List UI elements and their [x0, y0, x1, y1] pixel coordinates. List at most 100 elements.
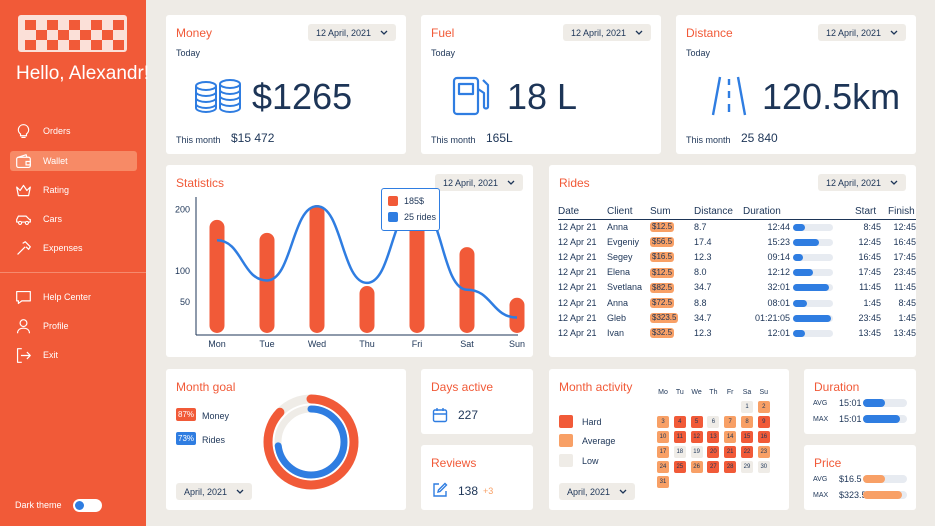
- ride-duration: 32:01: [767, 282, 790, 293]
- calendar-day[interactable]: 20: [707, 446, 720, 458]
- calendar-day[interactable]: 17: [657, 446, 669, 458]
- bar-tue[interactable]: [259, 232, 275, 333]
- ride-duration-cell: 15:23: [743, 234, 855, 249]
- calendar-day[interactable]: 24: [657, 461, 669, 473]
- nav-item-cars[interactable]: Cars: [10, 209, 137, 229]
- duration-bar: [793, 330, 833, 338]
- y-tick-label: 100: [175, 266, 190, 276]
- checker-square: [69, 20, 80, 30]
- ride-finish: 23:45: [893, 267, 916, 278]
- bar-mon[interactable]: [209, 219, 225, 333]
- calendar-day[interactable]: 25: [673, 461, 686, 473]
- calendar-day[interactable]: 22: [741, 446, 753, 458]
- calendar-day[interactable]: 5: [690, 416, 703, 428]
- dark-theme-toggle[interactable]: [73, 499, 102, 512]
- column-header[interactable]: Duration: [743, 204, 855, 220]
- column-header[interactable]: Date: [558, 204, 607, 220]
- today-label: Today: [176, 48, 201, 58]
- calendar-day[interactable]: 23: [757, 446, 770, 458]
- column-header[interactable]: Client: [607, 204, 650, 220]
- checker-square: [69, 40, 80, 50]
- nav-item-orders[interactable]: Orders: [10, 121, 137, 141]
- nav-item-expenses[interactable]: Expenses: [10, 238, 137, 258]
- bar-fri[interactable]: [409, 215, 425, 333]
- money-date-picker[interactable]: 12 April, 2021: [307, 24, 396, 41]
- table-row[interactable]: 12 Apr 21 Evgeniy $56.5 17.4 15:23 12:45 16:45: [558, 234, 916, 249]
- calendar-day[interactable]: 28: [724, 461, 737, 473]
- calendar-day[interactable]: 13: [707, 431, 720, 443]
- activity-date-picker[interactable]: April, 2021: [559, 483, 636, 500]
- ride-finish: 1:45: [898, 312, 916, 323]
- calendar-day[interactable]: 27: [707, 461, 720, 473]
- bar-sun[interactable]: [509, 297, 525, 333]
- ride-sum: $32.5: [650, 328, 675, 339]
- calendar-day[interactable]: 3: [657, 416, 669, 428]
- ride-date: 12 Apr 21: [558, 282, 597, 293]
- duration-avg-value: 15:01: [839, 398, 862, 408]
- nav-item-wallet[interactable]: Wallet: [10, 151, 137, 171]
- x-tick-label: Wed: [308, 339, 326, 349]
- ride-start: 13:45: [858, 327, 881, 338]
- calendar-day[interactable]: 30: [757, 461, 770, 473]
- fuel-date-picker[interactable]: 12 April, 2021: [562, 24, 651, 41]
- ride-distance: 12.3: [694, 251, 712, 262]
- date-label: April, 2021: [567, 486, 611, 497]
- calendar-day[interactable]: 7: [724, 416, 737, 428]
- calendar-day[interactable]: 14: [724, 431, 737, 443]
- calendar-day[interactable]: 16: [757, 431, 770, 443]
- calendar-day[interactable]: 11: [673, 431, 686, 443]
- column-header[interactable]: Distance: [694, 204, 743, 220]
- calendar-day[interactable]: 18: [673, 446, 686, 458]
- ride-finish: 13:45: [893, 327, 916, 338]
- checker-square: [36, 30, 47, 40]
- calendar-day[interactable]: 1: [741, 401, 753, 413]
- bar-thu[interactable]: [359, 286, 375, 333]
- price-max-bar: [863, 491, 907, 499]
- duration-bar: [793, 238, 833, 246]
- rides-date-picker[interactable]: 12 April, 2021: [817, 174, 906, 191]
- nav-item-help-center[interactable]: Help Center: [10, 287, 137, 307]
- table-row[interactable]: 12 Apr 21 Gleb $323.5 34.7 01:21:05 23:45 1:45: [558, 310, 916, 325]
- calendar-day[interactable]: 21: [724, 446, 737, 458]
- calendar-day[interactable]: 2: [757, 401, 770, 413]
- table-row[interactable]: 12 Apr 21 Ivan $32.5 12.3 12:01 13:45 13:45: [558, 325, 916, 340]
- ride-date: 12 Apr 21: [558, 327, 597, 338]
- taxi-checker-logo: [18, 15, 127, 52]
- x-tick-label: Tue: [259, 339, 274, 349]
- column-header[interactable]: Start: [855, 204, 888, 220]
- month-goal-date-picker[interactable]: April, 2021: [176, 483, 253, 500]
- column-header[interactable]: Finish: [888, 204, 916, 220]
- calendar-day[interactable]: 10: [657, 431, 669, 443]
- ride-date: 12 Apr 21: [558, 251, 597, 262]
- ride-duration-cell: 09:14: [743, 249, 855, 264]
- calendar-day[interactable]: 8: [741, 416, 753, 428]
- calendar-day[interactable]: 9: [757, 416, 770, 428]
- calendar-day[interactable]: 26: [690, 461, 703, 473]
- nav-item-profile[interactable]: Profile: [10, 316, 137, 336]
- ride-sum: $16.5: [650, 252, 675, 263]
- nav-item-exit[interactable]: Exit: [10, 345, 137, 365]
- duration-bar-fill: [793, 238, 819, 246]
- table-row[interactable]: 12 Apr 21 Elena $12.5 8.0 12:12 17:45 23:45: [558, 265, 916, 280]
- ride-sum: $82.5: [650, 282, 675, 293]
- nav-item-rating[interactable]: Rating: [10, 180, 137, 200]
- table-row[interactable]: 12 Apr 21 Anna $12.5 8.7 12:44 8:45 12:45: [558, 219, 916, 234]
- calendar-day[interactable]: 12: [690, 431, 703, 443]
- checker-square: [47, 20, 58, 30]
- calendar-day[interactable]: 6: [707, 416, 720, 428]
- ride-duration: 15:23: [767, 236, 790, 247]
- column-header[interactable]: Sum: [650, 204, 694, 220]
- calendar-day[interactable]: 4: [673, 416, 686, 428]
- calendar-day[interactable]: 15: [741, 431, 753, 443]
- calendar-day[interactable]: 29: [741, 461, 753, 473]
- calendar-day[interactable]: 31: [657, 476, 669, 488]
- bar-wed[interactable]: [309, 205, 325, 333]
- table-row[interactable]: 12 Apr 21 Svetlana $82.5 34.7 32:01 11:45 11:4…: [558, 280, 916, 295]
- distance-date-picker[interactable]: 12 April, 2021: [817, 24, 906, 41]
- sidebar-divider: [0, 272, 146, 273]
- statistics-date-picker[interactable]: 12 April, 2021: [434, 174, 523, 191]
- table-row[interactable]: 12 Apr 21 Anna $72.5 8.8 08:01 1:45 8:45: [558, 295, 916, 310]
- calendar-day[interactable]: 19: [690, 446, 703, 458]
- table-row[interactable]: 12 Apr 21 Segey $16.5 12.3 09:14 16:45 17:45: [558, 249, 916, 264]
- money-goal-badge: 87%: [176, 408, 197, 421]
